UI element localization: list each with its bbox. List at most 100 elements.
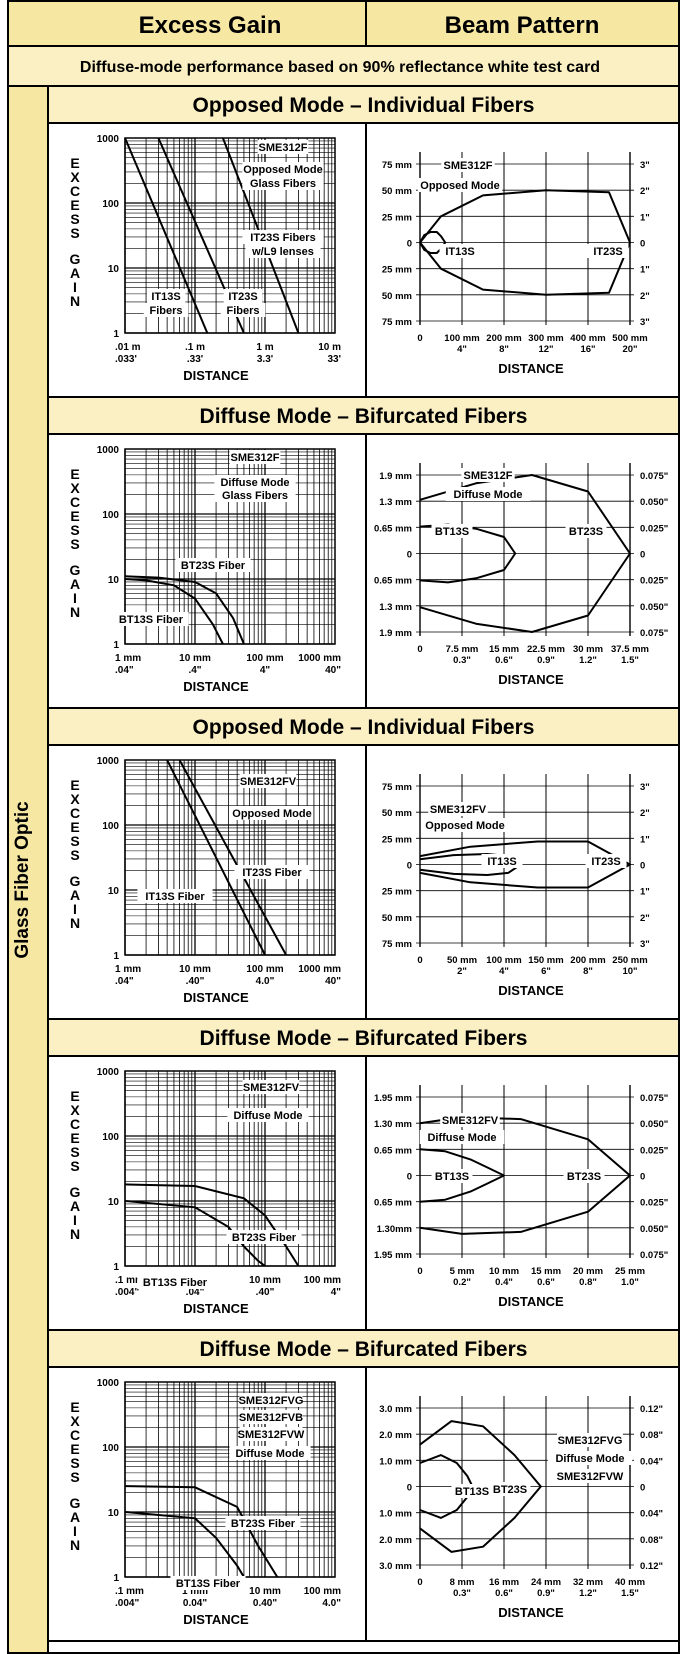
beam-x-tick-label-imperial: 0.9" (537, 1588, 555, 1599)
gain-x-axis-label: DISTANCE (183, 368, 249, 383)
gain-label: BT13S Fiber (119, 614, 184, 626)
beam-y-tick-label-right: 1" (640, 834, 650, 845)
beam-y-tick-label-left: 25 mm (382, 887, 412, 898)
gain-x-tick-label: .1 mm (115, 1275, 144, 1286)
gain-x-tick-label: 100 mm (246, 964, 283, 975)
beam-label: Diffuse Mode (427, 1132, 496, 1144)
gain-y-tick-label: 100 (102, 1443, 119, 1454)
side-band (7, 85, 49, 1654)
beam-y-tick-label-right: 0.04" (640, 1509, 663, 1520)
beam-x-tick-label: 0 (417, 1266, 422, 1277)
gain-y-tick-label: 10 (108, 575, 120, 586)
beam-x-tick-label: 200 mm (486, 333, 521, 344)
beam-x-axis-label: DISTANCE (498, 983, 564, 998)
beam-y-tick-label-left: 3.0 mm (379, 1561, 412, 1572)
gain-label: Opposed Mode (243, 164, 322, 176)
beam-y-tick-label-right: 0.075" (640, 1250, 668, 1261)
beam-y-tick-label-right: 0 (640, 239, 645, 250)
beam-x-tick-label: 15 mm (489, 644, 519, 655)
beam-series-envelope (419, 1148, 505, 1203)
beam-y-tick-label-right: 0 (640, 1172, 645, 1183)
gain-y-tick-label: 1 (113, 1573, 119, 1584)
beam-label: SME312F (444, 160, 493, 172)
gain-y-tick-label: 10 (108, 1197, 120, 1208)
beam-series-envelope (419, 1420, 542, 1553)
plot-area (124, 759, 336, 956)
gain-x-tick-label-imperial: 0.40" (253, 1598, 277, 1609)
gain-y-tick-label: 1 (113, 329, 119, 340)
gain-x-tick-label-imperial: .04" (186, 1287, 205, 1298)
beam-y-tick-label-left: 0 (407, 1483, 412, 1494)
gain-x-tick-label-imperial: .40" (186, 976, 205, 987)
beam-x-tick-label: 20 mm (573, 1266, 603, 1277)
beam-x-tick-label-imperial: 0.6" (537, 1277, 555, 1288)
beam-y-tick-label-right: 2" (640, 186, 650, 197)
beam-y-tick-label-left: 1.30 mm (374, 1119, 412, 1130)
beam-y-tick-label-left: 0 (407, 861, 412, 872)
gain-x-tick-label: 10 mm (249, 1586, 281, 1597)
beam-y-tick-label-left: 0 (407, 239, 412, 250)
gain-label: SME312F (259, 142, 308, 154)
beam-label-box (445, 487, 531, 501)
gain-x-tick-label: .01 m (115, 342, 141, 353)
gain-x-tick-label-imperial: 4" (331, 1287, 342, 1298)
beam-y-tick-label-right: 3" (640, 939, 650, 950)
gain-x-tick-label-imperial: .33' (187, 354, 203, 365)
beam-y-tick-label-right: 0.075" (640, 628, 668, 639)
beam-x-tick-label-imperial: 4" (457, 344, 467, 355)
beam-y-tick-label-left: 75 mm (382, 782, 412, 793)
gain-label-box (242, 176, 324, 190)
gain-x-tick-label-imperial: .004" (115, 1598, 139, 1609)
beam-x-tick-label: 100 mm (444, 333, 479, 344)
section-title-band (47, 707, 680, 746)
gain-label: IT13S Fiber (145, 891, 205, 903)
gain-x-tick-label: 1 mm (115, 964, 141, 975)
gain-label-box (170, 1576, 246, 1590)
header-excess-gain: Excess Gain (139, 12, 282, 39)
gain-x-tick-label-imperial: .04" (115, 976, 134, 987)
beam-x-tick-label-imperial: 1.2" (579, 655, 597, 666)
beam-label-box (461, 468, 515, 482)
gain-label-box (242, 1080, 300, 1094)
section-4: Diffuse Mode – Bifurcated Fibers10001001… (47, 1018, 680, 1331)
beam-y-tick-label-left: 0.65 mm (374, 1198, 412, 1209)
gain-label: Fibers (149, 305, 182, 317)
beam-label-box (431, 524, 473, 538)
gain-x-tick-label-imperial: 3.3' (257, 354, 273, 365)
beam-x-tick-label: 40 mm (615, 1577, 645, 1588)
beam-x-tick-label-imperial: 16" (580, 344, 595, 355)
beam-x-tick-label: 30 mm (573, 644, 603, 655)
beam-x-tick-label: 250 mm (612, 955, 647, 966)
gain-label-box (242, 162, 324, 176)
beam-x-tick-label-imperial: 1.0" (621, 1277, 639, 1288)
beam-x-tick-label: 7.5 mm (446, 644, 479, 655)
beam-y-tick-label-left: 50 mm (382, 186, 412, 197)
gain-x-tick-label: 10 mm (179, 964, 211, 975)
gain-x-tick-label: 1 mm (182, 1586, 208, 1597)
gain-label: BT13S Fiber (176, 1578, 241, 1590)
beam-y-tick-label-left: 1.95 mm (374, 1250, 412, 1261)
beam-label: BT13S (455, 1486, 489, 1498)
beam-x-tick-label-imperial: 4" (499, 966, 509, 977)
beam-y-tick-label-left: 1.0 mm (379, 1456, 412, 1467)
gain-x-tick-label: 10 m (318, 342, 341, 353)
gain-y-tick-label: 1 (113, 640, 119, 651)
gain-label-box (239, 1427, 303, 1441)
gain-x-tick-label-imperial: 33' (327, 354, 341, 365)
beam-x-axis-label: DISTANCE (498, 1605, 564, 1620)
gain-series-line (124, 575, 245, 645)
beam-y-tick-label-left: 25 mm (382, 834, 412, 845)
section-title: Diffuse Mode – Bifurcated Fibers (200, 1338, 528, 1361)
gain-series-line (166, 759, 266, 956)
beam-pattern-chart: 3.0 mm 2.0 mm 1.0 mm 0 1.0 mm 2.0 mm 3.0 mm 0.1… (379, 1396, 663, 1620)
beam-label-box (563, 1169, 605, 1183)
gain-y-tick-label: 1000 (97, 134, 120, 145)
beam-label: SME312FV (442, 1115, 499, 1127)
beam-label-box (557, 1469, 623, 1483)
beam-y-tick-label-left: 25 mm (382, 265, 412, 276)
gain-label: Diffuse Mode (233, 1110, 302, 1122)
beam-x-tick-label-imperial: 2" (457, 966, 467, 977)
beam-y-tick-label-left: 0.65 mm (374, 1145, 412, 1156)
